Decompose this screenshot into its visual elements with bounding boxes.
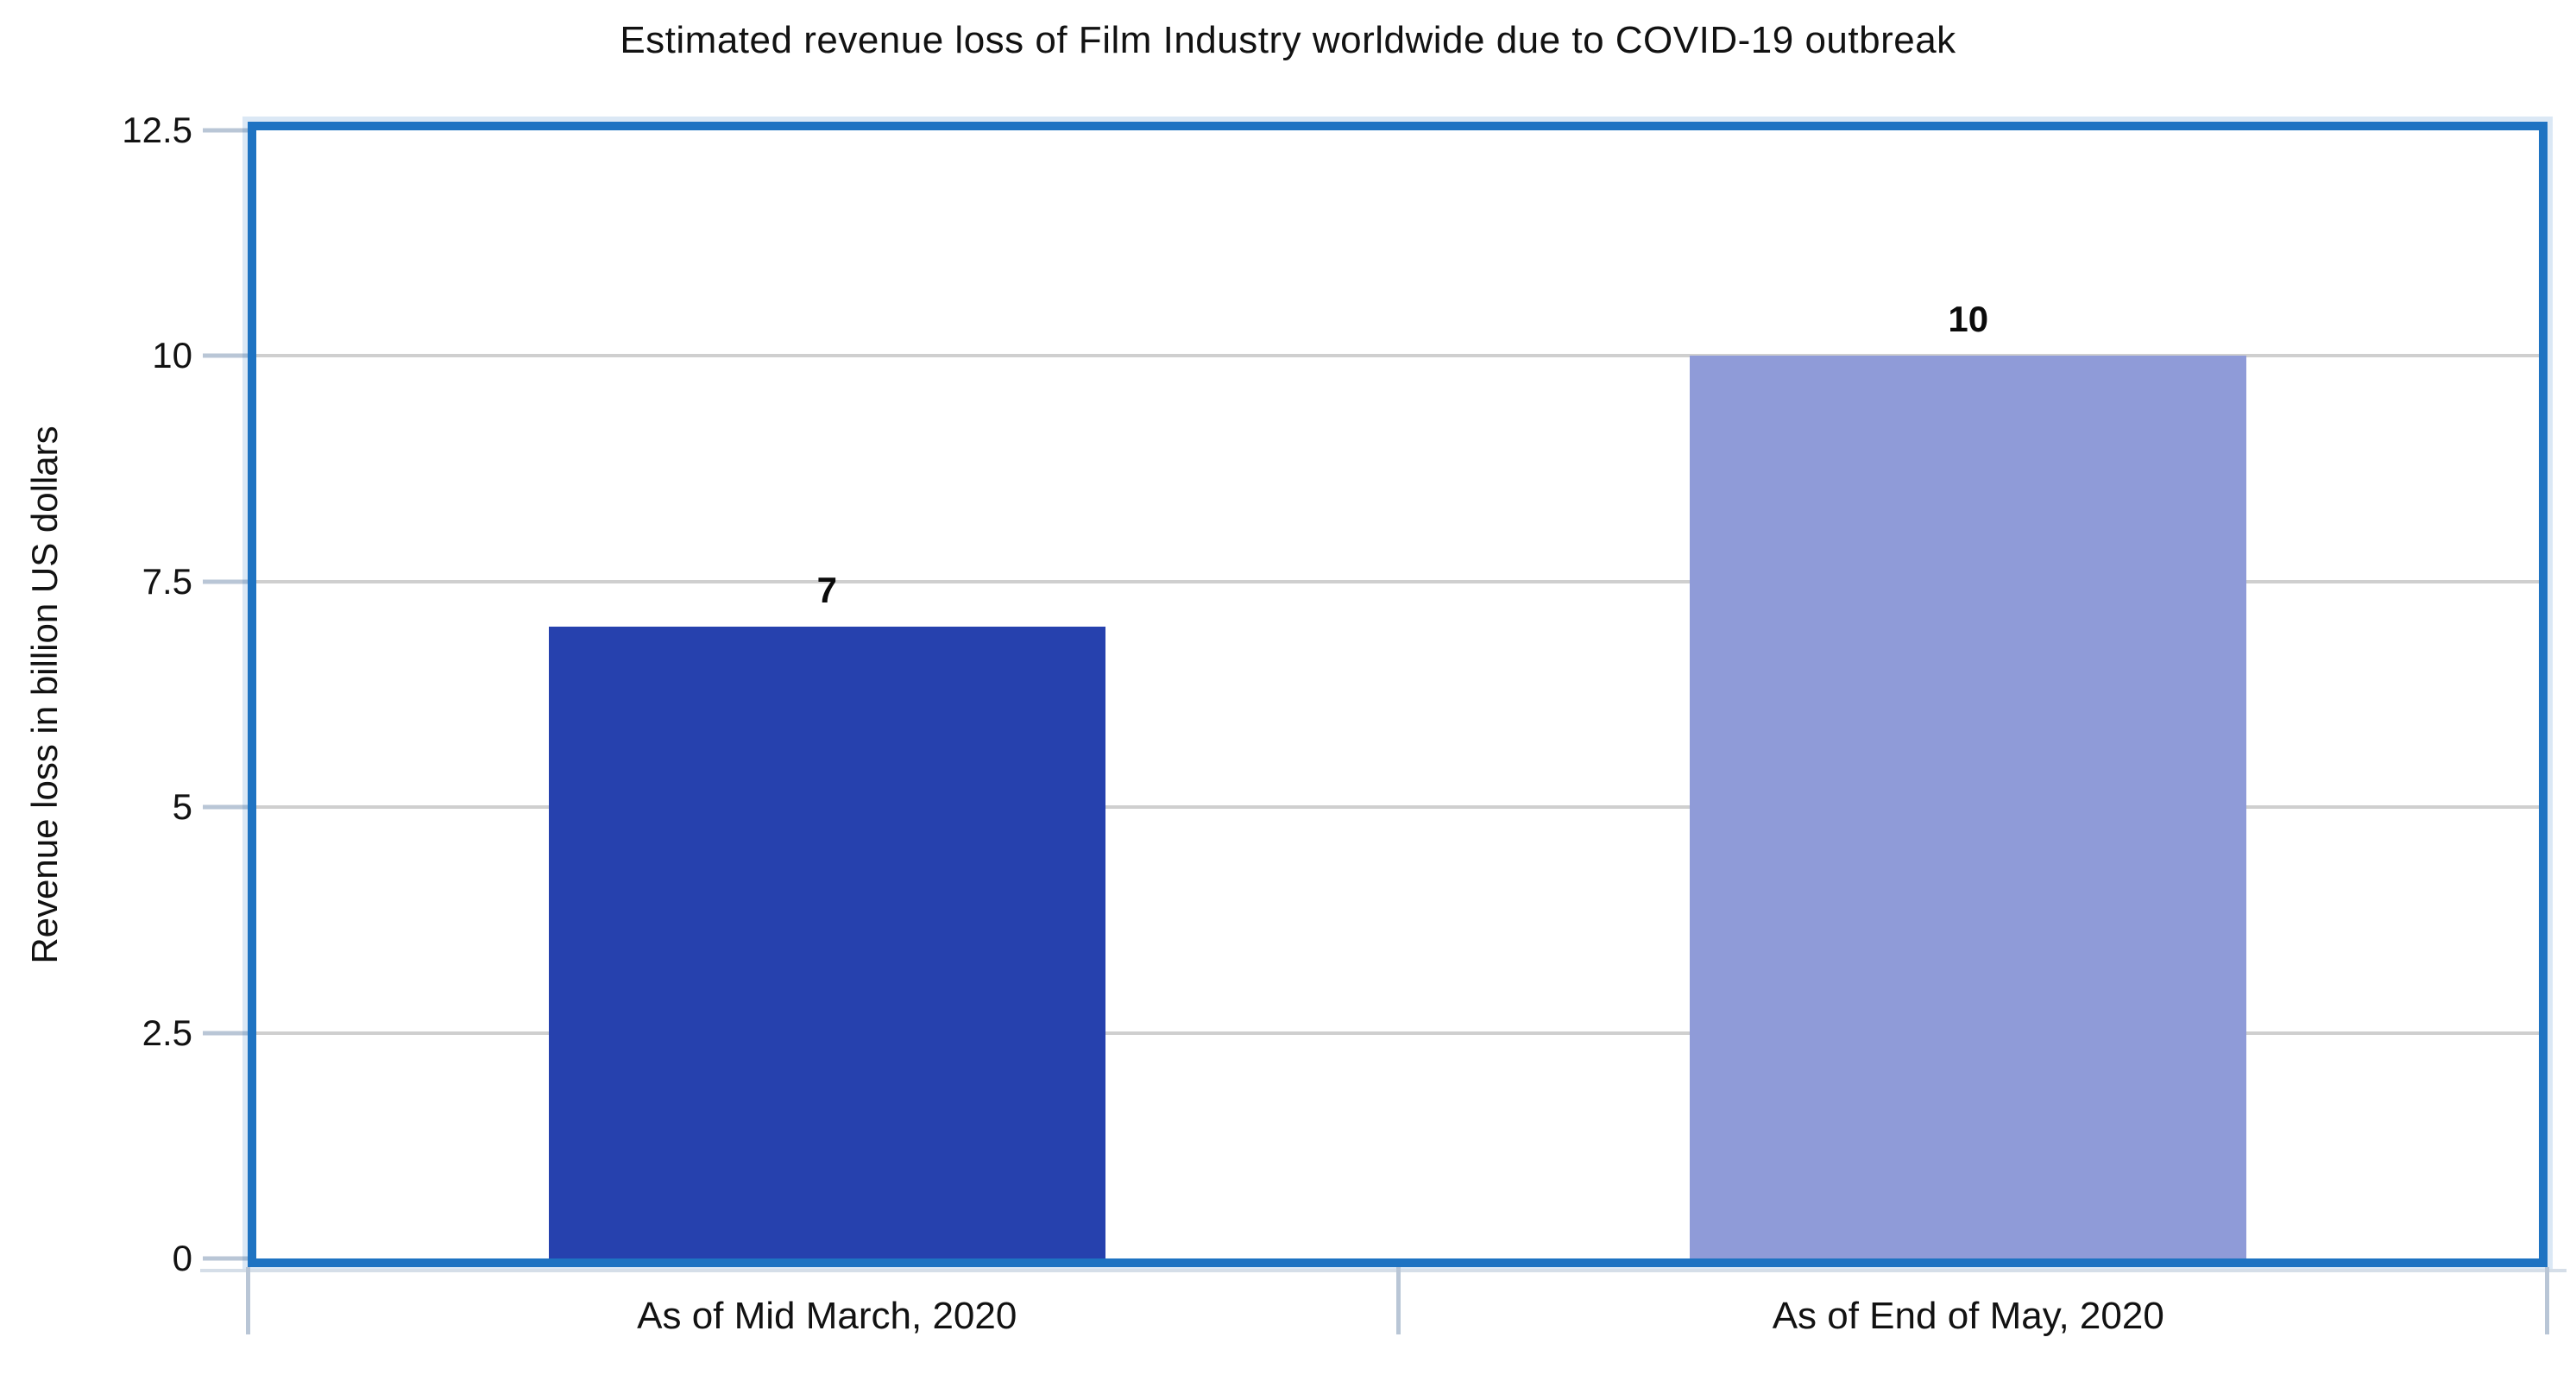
x-axis xyxy=(200,1267,2567,1375)
plot-area: 7 10 xyxy=(256,130,2539,1258)
x-axis-labels: As of Mid March, 2020 As of End of May, 2… xyxy=(256,1295,2539,1338)
y-tick-mark xyxy=(203,579,260,584)
y-tick-mark xyxy=(203,1031,260,1036)
bar xyxy=(548,627,1105,1258)
y-tick-label: 0 xyxy=(172,1238,192,1278)
bar-value-label: 10 xyxy=(1948,299,1989,340)
plot-frame: 7 10 xyxy=(248,122,2548,1267)
x-axis-line xyxy=(200,1269,2567,1272)
x-tick-mark xyxy=(2545,1267,2549,1334)
gridline xyxy=(256,1031,2539,1035)
chart-title: Estimated revenue loss of Film Industry … xyxy=(620,19,1956,61)
gridline xyxy=(256,579,2539,583)
y-tick-label: 2.5 xyxy=(142,1012,192,1053)
y-axis: 0 2.5 5 7.5 10 12.5 xyxy=(0,110,260,1278)
x-category-label: As of End of May, 2020 xyxy=(1772,1295,2164,1337)
y-tick-mark xyxy=(203,804,260,810)
gridline xyxy=(256,805,2539,810)
y-tick-label: 5 xyxy=(172,786,192,828)
y-tick-mark xyxy=(203,128,260,133)
y-tick-label: 12.5 xyxy=(122,110,192,150)
y-tick-label: 7.5 xyxy=(142,560,192,602)
x-category-label: As of Mid March, 2020 xyxy=(637,1295,1017,1337)
y-tick-label: 10 xyxy=(152,335,192,376)
bar-value-label: 7 xyxy=(816,570,837,611)
gridline xyxy=(256,354,2539,358)
x-tick-mark xyxy=(246,1267,250,1334)
y-tick-mark xyxy=(203,353,260,358)
y-tick-mark xyxy=(203,1256,260,1261)
bar xyxy=(1690,356,2247,1258)
x-tick-mark xyxy=(1395,1267,1401,1334)
